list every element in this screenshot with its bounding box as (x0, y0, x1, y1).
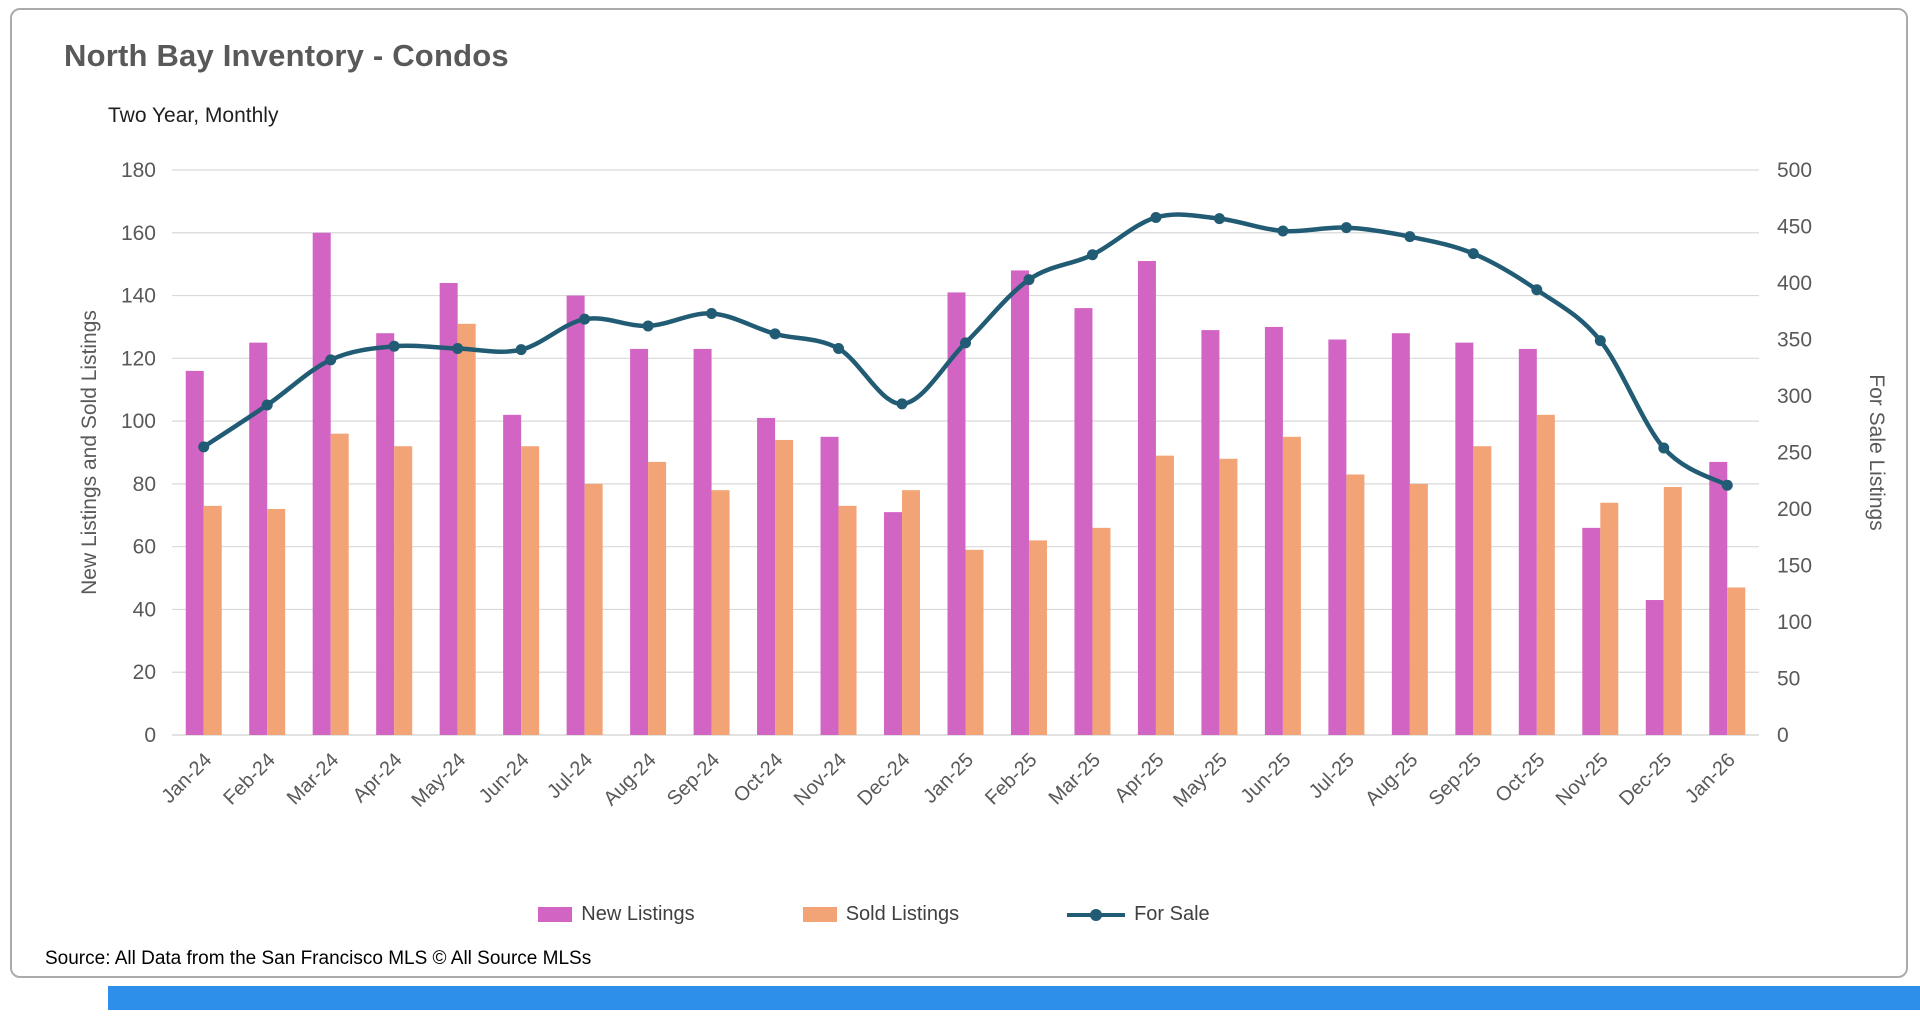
svg-text:Jun-25: Jun-25 (1237, 749, 1296, 808)
legend-item-sold-listings: Sold Listings (802, 903, 960, 926)
svg-text:Jan-24: Jan-24 (157, 749, 216, 808)
svg-text:Sep-24: Sep-24 (663, 749, 724, 810)
for-sale-dot-icon (1090, 908, 1103, 921)
chart-legend: New Listings Sold Listings For Sale (12, 903, 1736, 926)
svg-text:450: 450 (1777, 216, 1812, 239)
svg-text:80: 80 (133, 473, 156, 496)
svg-text:500: 500 (1777, 159, 1812, 182)
svg-text:For Sale Listings: For Sale Listings (1865, 374, 1888, 530)
svg-text:Oct-25: Oct-25 (1491, 749, 1549, 807)
svg-text:200: 200 (1777, 498, 1812, 521)
svg-text:Nov-25: Nov-25 (1552, 749, 1613, 810)
chart-card: North Bay Inventory - Condos Two Year, M… (10, 8, 1908, 978)
new-listings-swatch (538, 907, 573, 922)
svg-text:Jan-25: Jan-25 (919, 749, 978, 808)
svg-text:400: 400 (1777, 272, 1812, 295)
svg-text:New Listings and Sold Listings: New Listings and Sold Listings (78, 310, 101, 595)
source-note: Source: All Data from the San Francisco … (45, 948, 592, 969)
svg-text:100: 100 (121, 410, 156, 433)
svg-text:300: 300 (1777, 385, 1812, 408)
svg-text:160: 160 (121, 222, 156, 245)
svg-text:Jul-24: Jul-24 (543, 749, 597, 803)
svg-text:180: 180 (121, 159, 156, 182)
svg-text:40: 40 (133, 598, 156, 621)
svg-text:Sep-25: Sep-25 (1425, 749, 1486, 810)
chart-plot: 0 20 40 60 80 100 120 140 160 180 0 50 100 150 200 250 3… (78, 159, 1888, 812)
svg-text:May-25: May-25 (1169, 749, 1232, 812)
svg-text:60: 60 (133, 536, 156, 559)
svg-text:Mar-25: Mar-25 (1045, 749, 1105, 809)
svg-text:120: 120 (121, 347, 156, 370)
svg-text:100: 100 (1777, 611, 1812, 634)
svg-text:350: 350 (1777, 329, 1812, 352)
svg-text:Feb-25: Feb-25 (981, 749, 1041, 809)
for-sale-line-swatch (1067, 908, 1126, 922)
chart-title: North Bay Inventory - Condos (64, 38, 509, 73)
sold-listings-swatch (802, 907, 837, 922)
bottom-blue-bar (108, 986, 1920, 1010)
svg-text:Mar-24: Mar-24 (283, 749, 343, 809)
svg-text:Oct-24: Oct-24 (730, 749, 788, 807)
svg-text:150: 150 (1777, 555, 1812, 578)
svg-text:0: 0 (1777, 724, 1789, 747)
svg-text:250: 250 (1777, 442, 1812, 465)
svg-text:Aug-24: Aug-24 (599, 749, 660, 810)
svg-text:Apr-25: Apr-25 (1110, 749, 1168, 807)
svg-text:Jul-25: Jul-25 (1305, 749, 1359, 803)
svg-text:50: 50 (1777, 668, 1800, 691)
svg-text:Feb-24: Feb-24 (219, 749, 279, 809)
chart-subtitle: Two Year, Monthly (108, 104, 279, 127)
svg-text:20: 20 (133, 661, 156, 684)
legend-label-new-listings: New Listings (581, 903, 695, 925)
legend-item-for-sale: For Sale (1067, 903, 1210, 926)
svg-text:140: 140 (121, 285, 156, 308)
svg-text:Dec-25: Dec-25 (1615, 749, 1676, 810)
svg-text:Dec-24: Dec-24 (853, 749, 914, 810)
svg-text:0: 0 (144, 724, 156, 747)
svg-text:Aug-25: Aug-25 (1361, 749, 1422, 810)
legend-label-sold-listings: Sold Listings (845, 903, 960, 925)
svg-text:Apr-24: Apr-24 (349, 749, 407, 807)
svg-text:Jan-26: Jan-26 (1681, 749, 1740, 808)
legend-item-new-listings: New Listings (538, 903, 695, 926)
svg-text:May-24: May-24 (407, 749, 470, 812)
svg-text:Nov-24: Nov-24 (790, 749, 851, 810)
legend-label-for-sale: For Sale (1134, 903, 1210, 925)
svg-text:Jun-24: Jun-24 (475, 749, 534, 808)
